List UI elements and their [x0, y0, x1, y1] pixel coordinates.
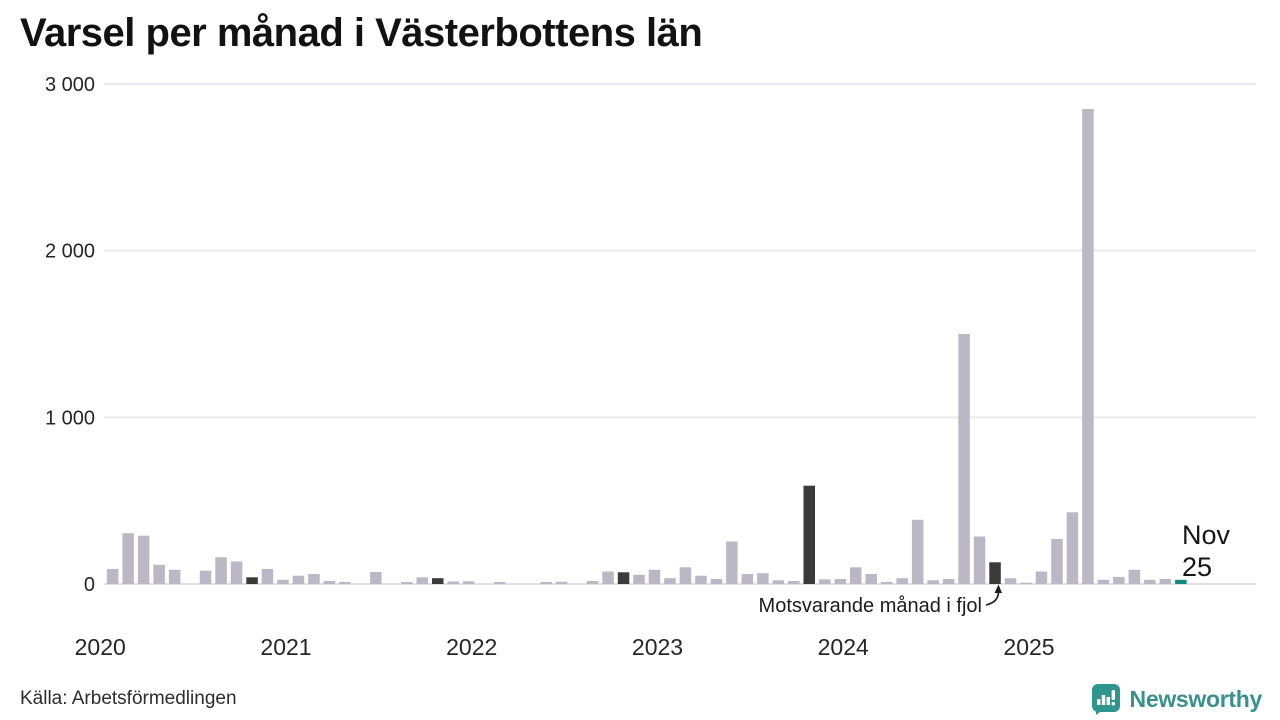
bar-2024-02[interactable]: [850, 567, 862, 584]
bar-2023-09[interactable]: [772, 580, 785, 584]
bar-2021-03[interactable]: [308, 574, 320, 584]
bar-2023-05[interactable]: [710, 579, 723, 584]
bar-2021-05[interactable]: [339, 582, 351, 584]
bar-2020-12[interactable]: [261, 569, 274, 584]
bar-2021-02[interactable]: [292, 575, 305, 584]
bar-2023-06[interactable]: [726, 541, 738, 585]
x-axis-label-2023: 2023: [632, 634, 683, 660]
bar-2021-07[interactable]: [370, 572, 382, 584]
bar-2025-07[interactable]: [1113, 577, 1125, 584]
bar-2023-11[interactable]: [803, 485, 816, 584]
bar-2024-08[interactable]: [942, 579, 955, 584]
bar-2021-04[interactable]: [323, 581, 336, 584]
bar-2025-05[interactable]: [1082, 109, 1094, 584]
x-axis-year-labels: 2020 2021 2022 2023 2024 2025: [75, 634, 1055, 660]
bar-2023-10[interactable]: [788, 581, 800, 584]
bar-2023-07[interactable]: [741, 574, 754, 584]
bar-2021-09[interactable]: [401, 582, 413, 584]
x-axis-label-2025: 2025: [1003, 634, 1054, 660]
bar-2025-09[interactable]: [1144, 579, 1156, 584]
y-tick-1000: 1 000: [45, 407, 95, 429]
bar-2024-09[interactable]: [958, 334, 970, 584]
bar-2024-07[interactable]: [927, 580, 939, 584]
bar-2023-02[interactable]: [664, 578, 676, 584]
bar-2020-10[interactable]: [230, 561, 243, 585]
bar-2025-02[interactable]: [1035, 571, 1048, 585]
bar-2022-06[interactable]: [540, 582, 552, 584]
bar-2025-06[interactable]: [1097, 579, 1110, 584]
bar-2022-11[interactable]: [617, 572, 630, 584]
x-axis-label-2020: 2020: [75, 634, 126, 660]
bar-2020-05[interactable]: [153, 564, 165, 584]
source-note: Källa: Arbetsförmedlingen: [20, 688, 237, 709]
bar-2023-01[interactable]: [648, 569, 661, 584]
bar-2024-06[interactable]: [911, 519, 924, 584]
bar-2024-05[interactable]: [896, 578, 908, 584]
bar-2020-03[interactable]: [122, 533, 134, 584]
bar-2020-09[interactable]: [215, 557, 227, 584]
bar-2021-01[interactable]: [277, 579, 289, 584]
bar-2025-10[interactable]: [1159, 579, 1172, 584]
chart-title: Varsel per månad i Västerbottens län: [20, 11, 703, 55]
bar-2024-10[interactable]: [973, 536, 986, 585]
newsworthy-icon: [1091, 684, 1120, 715]
bar-2023-04[interactable]: [695, 575, 707, 584]
x-axis-label-2021: 2021: [260, 634, 311, 660]
bar-2020-06[interactable]: [168, 569, 181, 584]
bar-2024-01[interactable]: [834, 579, 847, 584]
y-tick-3000: 3 000: [45, 74, 95, 96]
bar-2021-11[interactable]: [432, 578, 444, 584]
bar-series: [106, 109, 1187, 585]
bar-2020-11[interactable]: [246, 577, 258, 584]
bar-2023-03[interactable]: [679, 567, 692, 584]
bar-2022-10[interactable]: [602, 571, 614, 585]
bar-2025-08[interactable]: [1128, 569, 1141, 584]
brand-name: Newsworthy: [1129, 685, 1263, 712]
bar-2022-12[interactable]: [633, 574, 645, 584]
bar-2024-11[interactable]: [989, 562, 1001, 584]
bar-2020-02[interactable]: [106, 569, 119, 584]
bar-2023-12[interactable]: [819, 579, 831, 584]
x-axis-label-2024: 2024: [818, 634, 869, 660]
brand-logo[interactable]: Newsworthy: [1091, 683, 1262, 715]
x-axis-label-2022: 2022: [446, 634, 497, 660]
bar-2022-01[interactable]: [463, 581, 475, 584]
latest-bar-label-month: Nov: [1182, 520, 1231, 550]
bar-2025-04[interactable]: [1066, 512, 1079, 584]
bar-2020-08[interactable]: [199, 570, 212, 584]
bar-2025-11[interactable]: [1175, 579, 1187, 584]
y-tick-2000: 2 000: [45, 241, 95, 263]
y-tick-0: 0: [84, 574, 95, 596]
bar-2021-10[interactable]: [416, 577, 429, 584]
latest-bar-label-year: 25: [1182, 552, 1212, 582]
annotation-arrow-icon: [985, 584, 1002, 606]
y-axis-tick-labels: 0 1 000 2 000 3 000: [45, 74, 95, 596]
bar-2024-04[interactable]: [880, 582, 893, 584]
bar-2022-09[interactable]: [586, 581, 599, 584]
bar-2024-12[interactable]: [1004, 578, 1017, 584]
bar-2022-07[interactable]: [555, 581, 568, 584]
bar-2025-03[interactable]: [1051, 539, 1063, 584]
bar-2023-08[interactable]: [757, 573, 769, 584]
bar-2025-01[interactable]: [1020, 582, 1032, 584]
bar-2020-04[interactable]: [137, 535, 150, 584]
bar-2024-03[interactable]: [865, 574, 878, 584]
bar-2021-12[interactable]: [447, 581, 460, 585]
bar-2022-03[interactable]: [493, 582, 506, 584]
annotation-label: Motsvarande månad i fjol: [759, 595, 982, 617]
